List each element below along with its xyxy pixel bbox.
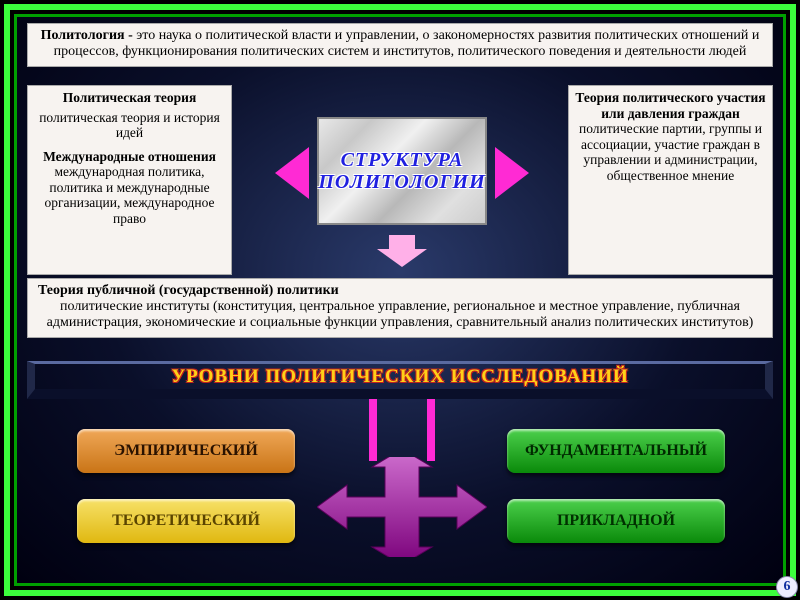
- center-title-plate: СТРУКТУРА ПОЛИТОЛОГИИ: [317, 117, 487, 225]
- public-h: Теория публичной (государственной) полит…: [38, 283, 762, 299]
- btn3-label: ФУНДАМЕНТАЛЬНЫЙ: [525, 442, 707, 460]
- right-h1: Теория политического участия или давлени…: [575, 90, 766, 121]
- intro-body: это наука о политической власти и управл…: [54, 28, 760, 59]
- left-p2: международная политика, политика и между…: [34, 164, 225, 226]
- btn2-label: ТЕОРЕТИЧЕСКИЙ: [112, 512, 260, 530]
- left-h2: Международные отношения: [34, 149, 225, 165]
- levels-bar: УРОВНИ ПОЛИТИЧЕСКИХ ИССЛЕДОВАНИЙ: [27, 361, 773, 399]
- level-fundamental-button: ФУНДАМЕНТАЛЬНЫЙ: [507, 429, 725, 473]
- public-policy-box: Теория публичной (государственной) полит…: [27, 278, 773, 338]
- right-p1: политические партии, группы и ассоциации…: [575, 121, 766, 183]
- center-line1: СТРУКТУРА: [341, 149, 464, 171]
- connector-stem-left: [369, 399, 377, 461]
- intro-lead: Политология -: [41, 28, 137, 43]
- arrow-left-icon: [275, 147, 309, 199]
- left-p1: политическая теория и история идей: [34, 110, 225, 141]
- left-h1: Политическая теория: [34, 90, 225, 106]
- intro-definition: Политология - это наука о политической в…: [27, 23, 773, 67]
- cross-arrows-icon: [317, 457, 487, 557]
- page-number: 6: [784, 579, 791, 595]
- arrow-down-icon: [377, 235, 427, 267]
- inner-frame: Политология - это наука о политической в…: [14, 14, 786, 586]
- levels-title: УРОВНИ ПОЛИТИЧЕСКИХ ИССЛЕДОВАНИЙ: [171, 366, 629, 388]
- center-line2: ПОЛИТОЛОГИИ: [318, 171, 485, 193]
- connector-stem-right: [427, 399, 435, 461]
- btn1-label: ЭМПИРИЧЕСКИЙ: [114, 442, 258, 460]
- level-applied-button: ПРИКЛАДНОЙ: [507, 499, 725, 543]
- page-number-badge: 6: [776, 576, 798, 598]
- level-theoretical-button: ТЕОРЕТИЧЕСКИЙ: [77, 499, 295, 543]
- btn4-label: ПРИКЛАДНОЙ: [557, 512, 675, 530]
- public-b: политические институты (конституция, цен…: [38, 299, 762, 331]
- arrow-right-icon: [495, 147, 529, 199]
- level-empirical-button: ЭМПИРИЧЕСКИЙ: [77, 429, 295, 473]
- right-theory-box: Теория политического участия или давлени…: [568, 85, 773, 275]
- left-theory-box: Политическая теория политическая теория …: [27, 85, 232, 275]
